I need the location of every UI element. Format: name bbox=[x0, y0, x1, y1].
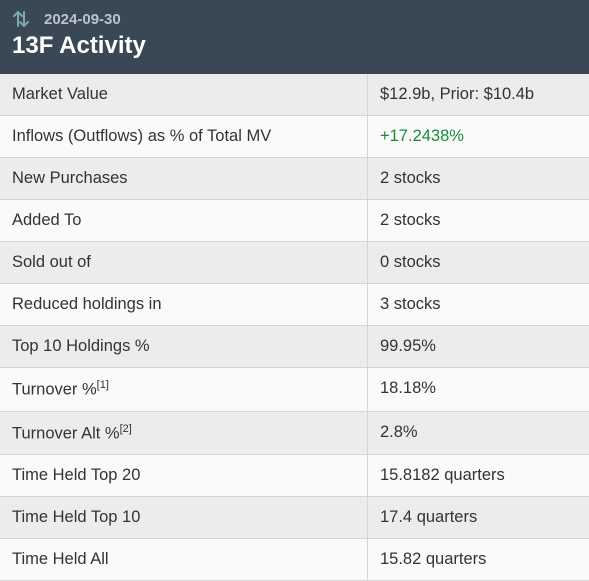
row-label-text: Top 10 Holdings % bbox=[12, 337, 150, 355]
row-value: 3 stocks bbox=[368, 284, 589, 325]
row-value: $12.9b, Prior: $10.4b bbox=[368, 74, 589, 115]
row-label: Time Held All bbox=[0, 539, 368, 580]
table-row: Added To 2 stocks bbox=[0, 200, 589, 242]
table-row: Turnover Alt %[2]2.8% bbox=[0, 412, 589, 456]
row-label: Turnover Alt %[2] bbox=[0, 412, 368, 455]
row-value: +17.2438% bbox=[368, 116, 589, 157]
row-label: Added To bbox=[0, 200, 368, 241]
row-label: Top 10 Holdings % bbox=[0, 326, 368, 367]
activity-table: Market Value$12.9b, Prior: $10.4bInflows… bbox=[0, 74, 589, 581]
row-label-text: Time Held Top 10 bbox=[12, 508, 140, 526]
sort-updown-icon[interactable] bbox=[12, 8, 30, 30]
table-row: Sold out of 0 stocks bbox=[0, 242, 589, 284]
row-label: Time Held Top 20 bbox=[0, 455, 368, 496]
row-label-text: Market Value bbox=[12, 85, 108, 103]
row-label-text: Sold out of bbox=[12, 253, 91, 271]
row-label-text: Turnover % bbox=[12, 381, 97, 399]
panel-title: 13F Activity bbox=[12, 32, 577, 60]
table-row: Top 10 Holdings % 99.95% bbox=[0, 326, 589, 368]
row-label-text: Turnover Alt % bbox=[12, 424, 120, 442]
header-date: 2024-09-30 bbox=[44, 11, 121, 28]
row-value: 17.4 quarters bbox=[368, 497, 589, 538]
row-label-text: New Purchases bbox=[12, 169, 128, 187]
row-value: 2 stocks bbox=[368, 200, 589, 241]
table-row: Time Held Top 10 17.4 quarters bbox=[0, 497, 589, 539]
row-label-text: Time Held Top 20 bbox=[12, 466, 140, 484]
row-label-text: Added To bbox=[12, 211, 81, 229]
row-label: Market Value bbox=[0, 74, 368, 115]
row-value: 18.18% bbox=[368, 368, 589, 411]
row-label-text: Inflows (Outflows) as % of Total MV bbox=[12, 127, 271, 145]
table-row: Market Value $12.9b, Prior: $10.4b bbox=[0, 74, 589, 116]
row-label-text: Reduced holdings in bbox=[12, 295, 162, 313]
table-row: Inflows (Outflows) as % of Total MV +17.2… bbox=[0, 116, 589, 158]
table-row: Time Held Top 20 15.8182 quarters bbox=[0, 455, 589, 497]
row-label: Time Held Top 10 bbox=[0, 497, 368, 538]
row-label-text: Time Held All bbox=[12, 550, 109, 568]
footnote-ref: [2] bbox=[120, 423, 132, 435]
row-value: 2 stocks bbox=[368, 158, 589, 199]
footnote-ref: [1] bbox=[97, 379, 109, 391]
panel-header: 2024-09-30 13F Activity bbox=[0, 0, 589, 74]
table-row: Time Held All 15.82 quarters bbox=[0, 539, 589, 581]
row-value: 0 stocks bbox=[368, 242, 589, 283]
row-value: 15.82 quarters bbox=[368, 539, 589, 580]
header-top-row: 2024-09-30 bbox=[12, 8, 577, 30]
row-label: Turnover %[1] bbox=[0, 368, 368, 411]
table-row: Reduced holdings in 3 stocks bbox=[0, 284, 589, 326]
row-label: Inflows (Outflows) as % of Total MV bbox=[0, 116, 368, 157]
row-label: Sold out of bbox=[0, 242, 368, 283]
row-label: Reduced holdings in bbox=[0, 284, 368, 325]
row-label: New Purchases bbox=[0, 158, 368, 199]
row-value: 99.95% bbox=[368, 326, 589, 367]
row-value: 2.8% bbox=[368, 412, 589, 455]
table-row: Turnover %[1]18.18% bbox=[0, 368, 589, 412]
table-row: New Purchases 2 stocks bbox=[0, 158, 589, 200]
row-value: 15.8182 quarters bbox=[368, 455, 589, 496]
